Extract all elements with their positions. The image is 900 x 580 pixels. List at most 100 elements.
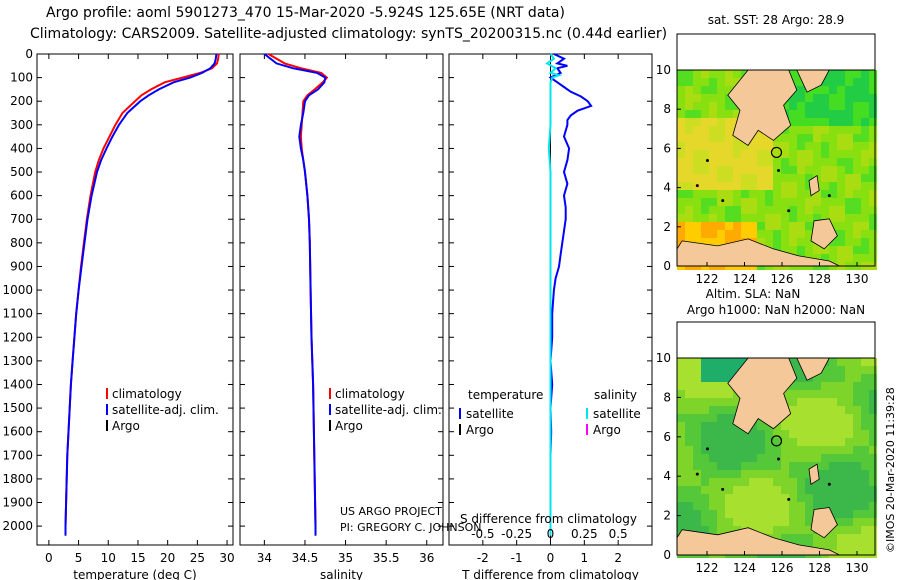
map-cell bbox=[845, 182, 853, 190]
map-cell bbox=[821, 214, 829, 222]
map-cell bbox=[757, 462, 765, 470]
map-cell bbox=[741, 230, 749, 238]
map-cell bbox=[765, 214, 773, 222]
map-cell bbox=[869, 238, 877, 246]
map-cell bbox=[805, 454, 813, 462]
map-cell bbox=[725, 382, 733, 390]
map-cell bbox=[837, 182, 845, 190]
map-cell bbox=[685, 430, 693, 438]
map-x-tick-label: 126 bbox=[771, 272, 794, 286]
map-cell bbox=[837, 454, 845, 462]
map-cell bbox=[845, 526, 853, 534]
map-cell bbox=[725, 486, 733, 494]
map-cell bbox=[709, 166, 717, 174]
map-cell bbox=[845, 94, 853, 102]
map-cell bbox=[853, 198, 861, 206]
map-cell bbox=[685, 414, 693, 422]
map-cell bbox=[677, 502, 685, 510]
map-cell bbox=[821, 142, 829, 150]
map-cell bbox=[837, 70, 845, 78]
map-cell bbox=[853, 486, 861, 494]
map-cell bbox=[861, 398, 869, 406]
map-cell bbox=[821, 470, 829, 478]
map-cell bbox=[845, 206, 853, 214]
map-cell bbox=[813, 134, 821, 142]
legend-label: satellite bbox=[593, 407, 641, 421]
map-cell bbox=[693, 158, 701, 166]
map-cell bbox=[821, 110, 829, 118]
land-shape bbox=[808, 463, 820, 485]
map-cell bbox=[677, 206, 685, 214]
map-cell bbox=[717, 78, 725, 86]
map-cell bbox=[749, 190, 757, 198]
map-cell bbox=[805, 414, 813, 422]
map-cell bbox=[765, 158, 773, 166]
map-cell bbox=[869, 470, 877, 478]
map-cell bbox=[709, 462, 717, 470]
land-shape bbox=[810, 218, 838, 250]
land-shape bbox=[727, 69, 798, 146]
map-cell bbox=[845, 222, 853, 230]
map-cell bbox=[693, 478, 701, 486]
map-cell bbox=[693, 174, 701, 182]
map-cell bbox=[709, 206, 717, 214]
map-cell bbox=[861, 70, 869, 78]
map-cell bbox=[869, 166, 877, 174]
map-cell bbox=[741, 462, 749, 470]
map-cell bbox=[869, 102, 877, 110]
map-cell bbox=[869, 118, 877, 126]
map-cell bbox=[781, 190, 789, 198]
map-cell bbox=[789, 414, 797, 422]
map-cell bbox=[853, 174, 861, 182]
map-cell bbox=[789, 462, 797, 470]
map-cell bbox=[749, 478, 757, 486]
map-cell bbox=[861, 486, 869, 494]
map-cell bbox=[789, 230, 797, 238]
map-cell bbox=[725, 222, 733, 230]
map-cell bbox=[829, 398, 837, 406]
map-cell bbox=[733, 190, 741, 198]
map-cell bbox=[813, 414, 821, 422]
map-frame bbox=[676, 357, 876, 556]
map-cell bbox=[797, 470, 805, 478]
map-cell bbox=[821, 182, 829, 190]
map-cell bbox=[805, 510, 813, 518]
map-cell bbox=[837, 510, 845, 518]
map-cell bbox=[861, 430, 869, 438]
map-cell bbox=[725, 478, 733, 486]
map-cell bbox=[733, 142, 741, 150]
map-cell bbox=[709, 374, 717, 382]
map-cell bbox=[829, 534, 837, 542]
map-cell bbox=[733, 158, 741, 166]
map-cell bbox=[829, 510, 837, 518]
map-cell bbox=[853, 102, 861, 110]
map-cell bbox=[765, 438, 773, 446]
map-cell bbox=[837, 462, 845, 470]
map-cell bbox=[837, 366, 845, 374]
island-dot bbox=[777, 457, 781, 461]
map-cell bbox=[709, 174, 717, 182]
map-cell bbox=[869, 542, 877, 550]
map-cell bbox=[837, 198, 845, 206]
map-cell bbox=[701, 430, 709, 438]
map-cell bbox=[853, 526, 861, 534]
map-cell bbox=[845, 382, 853, 390]
map-cell bbox=[709, 190, 717, 198]
legend-label: Argo bbox=[466, 423, 494, 437]
map-cell bbox=[685, 454, 693, 462]
map-cell bbox=[829, 150, 837, 158]
map-cell bbox=[685, 86, 693, 94]
map-cell bbox=[701, 390, 709, 398]
map-cell bbox=[813, 398, 821, 406]
map-cell bbox=[773, 438, 781, 446]
map-cell bbox=[741, 198, 749, 206]
map-cell bbox=[853, 438, 861, 446]
map-cell bbox=[693, 414, 701, 422]
map-cell bbox=[837, 470, 845, 478]
map-cell bbox=[693, 238, 701, 246]
map-cell bbox=[861, 126, 869, 134]
map-cell bbox=[677, 190, 685, 198]
map-cell bbox=[749, 470, 757, 478]
map-cell bbox=[853, 70, 861, 78]
map-cell bbox=[813, 454, 821, 462]
